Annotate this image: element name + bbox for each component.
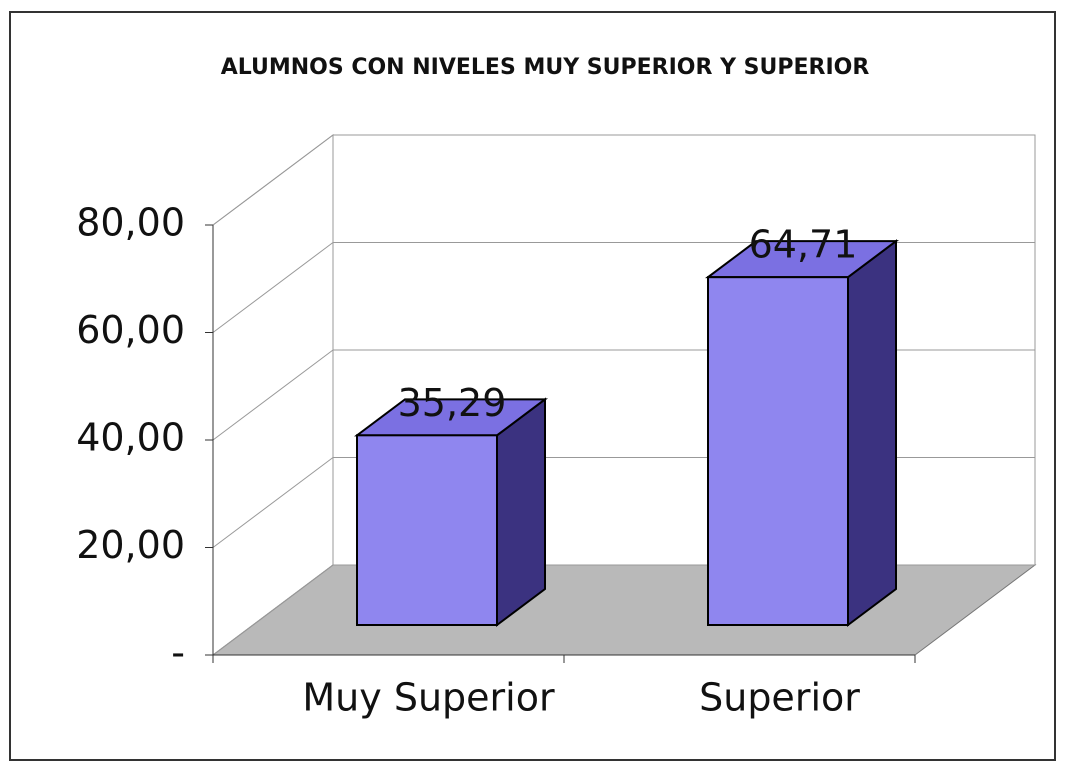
grid-line [212, 349, 334, 441]
bar-side [496, 397, 546, 627]
data-label: 35,29 [398, 381, 507, 425]
grid-line [212, 457, 334, 548]
x-tick-label: Superior [699, 676, 860, 720]
chart-title: ALUMNOS CON NIVELES MUY SUPERIOR Y SUPER… [221, 55, 870, 80]
y-tick-label: 60,00 [76, 308, 185, 352]
bar [707, 276, 849, 626]
grid-line [212, 242, 334, 333]
grid-line [212, 564, 334, 656]
y-tick-label: 20,00 [76, 523, 185, 567]
y-tick-label: - [171, 631, 185, 675]
data-label: 64,71 [749, 223, 858, 267]
grid-line [212, 134, 334, 226]
bar-side [847, 239, 897, 627]
y-tick-label: 40,00 [76, 416, 185, 460]
x-tick-label: Muy Superior [302, 676, 555, 720]
y-tick-label: 80,00 [76, 201, 185, 245]
floor [211, 564, 1037, 656]
bar [356, 434, 498, 626]
